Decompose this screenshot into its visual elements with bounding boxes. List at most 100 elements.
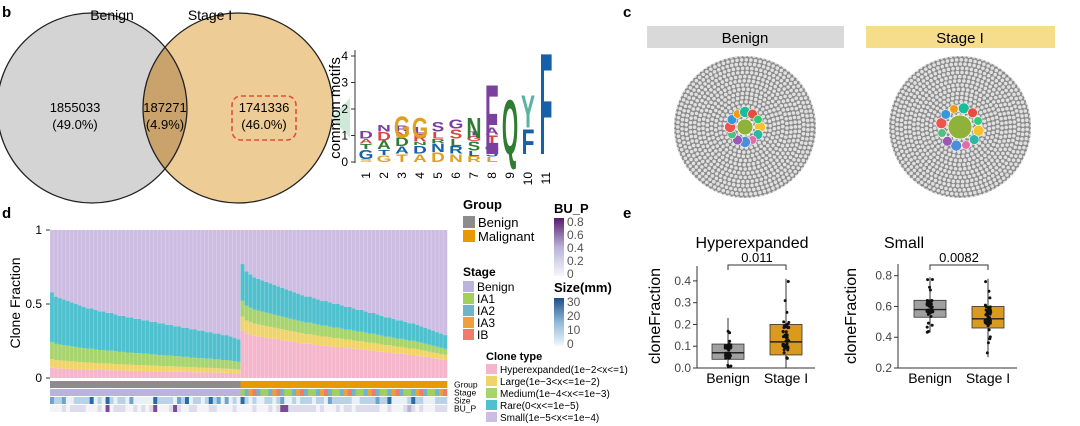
bubble-background-dot xyxy=(699,85,704,89)
bubble-background-dot xyxy=(974,194,978,198)
bar-segment-rare xyxy=(129,317,134,353)
bubble-background-dot xyxy=(685,136,690,141)
bubble-background-dot xyxy=(772,126,777,131)
bar-segment-hyperexpanded xyxy=(173,371,178,378)
annot-group-cell xyxy=(272,381,277,388)
annot-group-cell xyxy=(296,381,301,388)
bubble-background-dot xyxy=(900,136,905,141)
annot-stage-cell xyxy=(137,389,142,396)
bubble-background-dot xyxy=(968,102,972,106)
bubble-background-dot xyxy=(972,155,976,160)
bubble-background-dot xyxy=(1027,142,1031,146)
bubble-background-dot xyxy=(789,88,793,93)
bubble-background-dot xyxy=(983,173,987,178)
logo-ytick-label: 0 xyxy=(341,155,348,169)
bubble-background-dot xyxy=(696,88,701,93)
bar-segment-medium xyxy=(347,329,353,340)
bubble-background-dot xyxy=(793,169,798,174)
bubble-background-dot xyxy=(712,185,717,189)
bar-segment-small xyxy=(268,230,273,284)
logo-background-letter: G xyxy=(359,147,374,162)
bubble-background-dot xyxy=(720,155,725,160)
bubble-background-dot xyxy=(723,103,728,107)
bubble-background-dot xyxy=(910,84,914,89)
bubble-background-dot xyxy=(978,88,982,92)
annot-size-cell xyxy=(69,397,75,404)
bubble-background-dot xyxy=(758,59,762,64)
bubble-background-dot xyxy=(928,149,933,153)
annot-group-cell xyxy=(165,381,170,388)
bar-segment-small xyxy=(101,230,106,312)
bubble-background-dot xyxy=(783,168,787,172)
logo-background-letter: A xyxy=(395,145,409,157)
bar-segment-large xyxy=(117,364,122,371)
bubble-background-dot xyxy=(756,160,760,165)
bubble-background-dot xyxy=(694,157,698,162)
boxplot-point xyxy=(786,279,790,283)
annot-size-cell xyxy=(141,397,146,404)
bubble-background-dot xyxy=(783,112,787,117)
annot-size-cell xyxy=(315,397,321,404)
bar-segment-small xyxy=(296,230,301,294)
bubble-background-dot xyxy=(794,143,799,147)
bubble-background-dot xyxy=(960,91,964,96)
bubble-background-dot xyxy=(710,117,715,121)
bubble-background-dot xyxy=(906,107,911,111)
bubble-background-dot xyxy=(927,159,931,164)
boxplot-point xyxy=(782,351,786,355)
annot-size-cell xyxy=(196,397,202,404)
bubble-background-dot xyxy=(796,166,801,170)
bubble-background-dot xyxy=(692,120,697,125)
bubble-background-dot xyxy=(735,144,740,149)
annot-stage-cell xyxy=(323,389,329,396)
bar-segment-large xyxy=(331,338,337,347)
bar-segment-hyperexpanded xyxy=(395,353,400,378)
boxplot-small-title: Small xyxy=(884,235,924,252)
bubble-background-dot xyxy=(729,164,734,169)
bubble-background-dot xyxy=(961,87,965,92)
bubble-background-dot xyxy=(755,178,759,183)
bubble-background-dot xyxy=(718,141,723,145)
bubble-background-dot xyxy=(963,62,967,67)
bubble-background-dot xyxy=(923,148,927,152)
bubble-background-dot xyxy=(737,105,741,109)
annot-size-cell xyxy=(367,397,372,404)
bubble-background-dot xyxy=(775,81,780,85)
bubble-background-dot xyxy=(690,111,694,116)
annot-size-cell xyxy=(403,397,408,404)
annot-size-cell xyxy=(81,397,87,404)
bubble-background-dot xyxy=(704,174,708,179)
annot-stage-cell xyxy=(121,389,126,396)
bar-segment-medium xyxy=(335,327,341,339)
annot-size-cell xyxy=(308,397,313,404)
bubble-background-dot xyxy=(780,159,785,163)
bar-segment-small xyxy=(308,230,313,297)
bubble-background-dot xyxy=(915,159,920,164)
annot-size-cell xyxy=(220,397,225,404)
bubble-background-dot xyxy=(1022,145,1026,150)
bubble-background-dot xyxy=(983,86,988,91)
bubble-background-dot xyxy=(900,160,905,164)
bubble-background-dot xyxy=(981,114,985,119)
bubble-background-dot xyxy=(981,66,985,71)
bubble-background-dot xyxy=(799,88,803,92)
annot-group-cell xyxy=(137,381,142,388)
logo-background-letter: S xyxy=(468,139,481,153)
bubble-background-dot xyxy=(764,156,769,161)
bubble-background-dot xyxy=(724,135,729,140)
bubble-background-dot xyxy=(957,162,962,167)
boxplot-ytick-label: 0.3 xyxy=(674,296,691,310)
bar-segment-small xyxy=(256,230,261,279)
bubble-background-dot xyxy=(796,138,800,143)
bubble-background-dot xyxy=(961,154,965,159)
bubble-background-dot xyxy=(889,119,891,124)
annot-bu-p-cell xyxy=(415,405,420,412)
bar-segment-small xyxy=(200,230,206,331)
bubble-background-dot xyxy=(765,150,769,155)
bubble-background-dot xyxy=(753,143,758,148)
annot-size-cell xyxy=(331,397,337,404)
bubble-background-dot xyxy=(958,175,962,180)
bubble-background-dot xyxy=(720,84,725,89)
bubble-background-dot xyxy=(950,92,955,96)
bubble-background-dot xyxy=(961,171,965,175)
